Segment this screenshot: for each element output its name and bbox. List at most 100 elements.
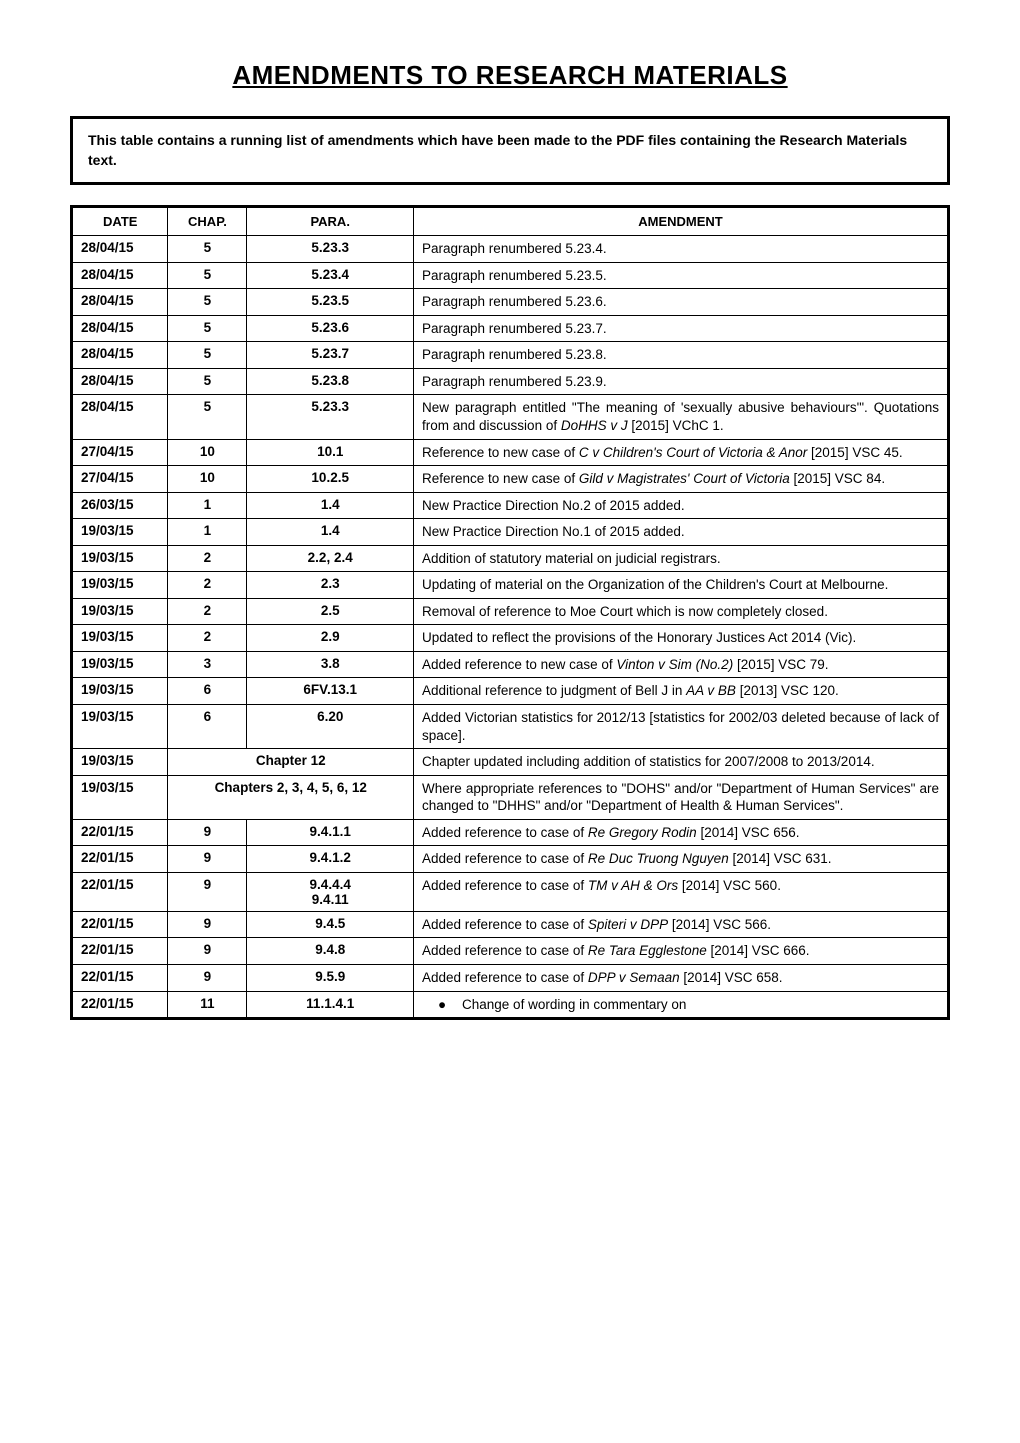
date-cell: 19/03/15 [72, 598, 168, 625]
para-cell: 2.3 [247, 572, 414, 599]
header-chap: CHAP. [168, 207, 247, 236]
table-row: 22/01/1599.4.8Added reference to case of… [72, 938, 949, 965]
table-row: 19/03/1522.5Removal of reference to Moe … [72, 598, 949, 625]
table-header-row: DATE CHAP. PARA. AMENDMENT [72, 207, 949, 236]
date-cell: 28/04/15 [72, 395, 168, 439]
table-row: 22/01/151111.1.4.1●Change of wording in … [72, 991, 949, 1019]
amendment-cell: Added reference to case of TM v AH & Ors… [414, 872, 949, 911]
table-row: 27/04/151010.2.5Reference to new case of… [72, 466, 949, 493]
para-cell: 5.23.6 [247, 315, 414, 342]
amendment-cell: Paragraph renumbered 5.23.7. [414, 315, 949, 342]
para-cell: 1.4 [247, 492, 414, 519]
amendment-cell: Updating of material on the Organization… [414, 572, 949, 599]
table-row: 28/04/1555.23.6Paragraph renumbered 5.23… [72, 315, 949, 342]
para-cell: 9.4.8 [247, 938, 414, 965]
amendment-cell: Added Victorian statistics for 2012/13 [… [414, 705, 949, 749]
para-cell: 3.8 [247, 651, 414, 678]
chap-cell: 1 [168, 519, 247, 546]
para-cell: 9.5.9 [247, 964, 414, 991]
chap-cell: 5 [168, 262, 247, 289]
table-row: 19/03/1511.4New Practice Direction No.1 … [72, 519, 949, 546]
date-cell: 28/04/15 [72, 368, 168, 395]
para-cell: 2.9 [247, 625, 414, 652]
date-cell: 19/03/15 [72, 775, 168, 819]
intro-box: This table contains a running list of am… [70, 116, 950, 185]
date-cell: 22/01/15 [72, 846, 168, 873]
amendment-cell: Paragraph renumbered 5.23.5. [414, 262, 949, 289]
date-cell: 22/01/15 [72, 991, 168, 1019]
para-cell: 9.4.4.49.4.11 [247, 872, 414, 911]
date-cell: 28/04/15 [72, 262, 168, 289]
para-cell: 5.23.7 [247, 342, 414, 369]
table-row: 19/03/15Chapter 12Chapter updated includ… [72, 749, 949, 776]
para-cell: 1.4 [247, 519, 414, 546]
amendment-cell: Updated to reflect the provisions of the… [414, 625, 949, 652]
amendment-cell: Paragraph renumbered 5.23.4. [414, 236, 949, 263]
date-cell: 28/04/15 [72, 315, 168, 342]
para-cell: 10.2.5 [247, 466, 414, 493]
chap-cell: 10 [168, 466, 247, 493]
chap-cell: 5 [168, 236, 247, 263]
date-cell: 22/01/15 [72, 911, 168, 938]
chap-cell: 5 [168, 289, 247, 316]
table-row: 19/03/1522.3Updating of material on the … [72, 572, 949, 599]
amendment-cell: Additional reference to judgment of Bell… [414, 678, 949, 705]
table-row: 26/03/1511.4New Practice Direction No.2 … [72, 492, 949, 519]
amendment-cell: Chapter updated including addition of st… [414, 749, 949, 776]
date-cell: 22/01/15 [72, 872, 168, 911]
para-cell: 5.23.3 [247, 236, 414, 263]
table-row: 19/03/1533.8Added reference to new case … [72, 651, 949, 678]
chap-cell: 5 [168, 315, 247, 342]
page-title: AMENDMENTS TO RESEARCH MATERIALS [70, 60, 950, 91]
amendment-cell: New paragraph entitled "The meaning of '… [414, 395, 949, 439]
table-row: 28/04/1555.23.4Paragraph renumbered 5.23… [72, 262, 949, 289]
para-cell: 2.5 [247, 598, 414, 625]
table-row: 19/03/15Chapters 2, 3, 4, 5, 6, 12Where … [72, 775, 949, 819]
chap-cell: 5 [168, 395, 247, 439]
amendment-cell: New Practice Direction No.2 of 2015 adde… [414, 492, 949, 519]
table-row: 22/01/1599.4.1.1Added reference to case … [72, 819, 949, 846]
table-row: 19/03/1522.9Updated to reflect the provi… [72, 625, 949, 652]
para-cell: 6.20 [247, 705, 414, 749]
amendment-cell: Removal of reference to Moe Court which … [414, 598, 949, 625]
para-cell: 9.4.1.1 [247, 819, 414, 846]
date-cell: 22/01/15 [72, 964, 168, 991]
table-row: 28/04/1555.23.7Paragraph renumbered 5.23… [72, 342, 949, 369]
header-date: DATE [72, 207, 168, 236]
amendment-cell: Added reference to case of DPP v Semaan … [414, 964, 949, 991]
table-row: 19/03/1522.2, 2.4Addition of statutory m… [72, 545, 949, 572]
chap-cell: 2 [168, 572, 247, 599]
date-cell: 22/01/15 [72, 938, 168, 965]
chap-cell: 2 [168, 545, 247, 572]
table-row: 22/01/1599.4.4.49.4.11Added reference to… [72, 872, 949, 911]
date-cell: 19/03/15 [72, 545, 168, 572]
date-cell: 28/04/15 [72, 289, 168, 316]
para-cell: 2.2, 2.4 [247, 545, 414, 572]
date-cell: 19/03/15 [72, 678, 168, 705]
para-cell: 5.23.8 [247, 368, 414, 395]
para-cell: 9.4.5 [247, 911, 414, 938]
table-row: 19/03/1566FV.13.1Additional reference to… [72, 678, 949, 705]
chap-cell: 3 [168, 651, 247, 678]
amendment-cell: Paragraph renumbered 5.23.8. [414, 342, 949, 369]
chap-cell: 2 [168, 598, 247, 625]
amendment-cell: Added reference to case of Re Tara Eggle… [414, 938, 949, 965]
table-row: 27/04/151010.1Reference to new case of C… [72, 439, 949, 466]
amendment-cell: Added reference to case of Re Duc Truong… [414, 846, 949, 873]
chap-cell: 5 [168, 342, 247, 369]
para-cell: 5.23.4 [247, 262, 414, 289]
date-cell: 19/03/15 [72, 705, 168, 749]
table-row: 19/03/1566.20Added Victorian statistics … [72, 705, 949, 749]
para-cell: 5.23.5 [247, 289, 414, 316]
para-cell: 11.1.4.1 [247, 991, 414, 1019]
table-row: 28/04/1555.23.5Paragraph renumbered 5.23… [72, 289, 949, 316]
chap-cell: 10 [168, 439, 247, 466]
para-cell: Chapters 2, 3, 4, 5, 6, 12 [168, 775, 414, 819]
para-cell: Chapter 12 [168, 749, 414, 776]
date-cell: 19/03/15 [72, 572, 168, 599]
chap-cell: 9 [168, 846, 247, 873]
date-cell: 19/03/15 [72, 625, 168, 652]
chap-cell: 9 [168, 819, 247, 846]
date-cell: 26/03/15 [72, 492, 168, 519]
table-row: 28/04/1555.23.3Paragraph renumbered 5.23… [72, 236, 949, 263]
